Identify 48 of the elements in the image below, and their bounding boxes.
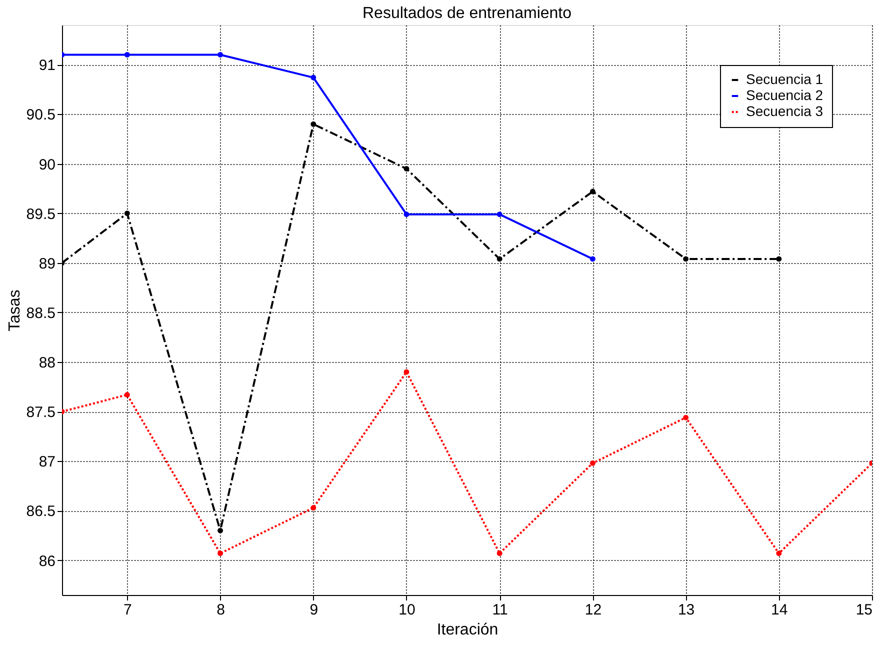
y-tick-label: 87 [38,454,56,471]
point [404,166,410,172]
x-tick-label: 14 [771,602,788,618]
x-tick-label: 11 [492,602,508,618]
y-tick-label: 89 [38,255,56,272]
y-tick-label: 90 [38,156,56,174]
point [590,460,596,466]
x-tick-label: 13 [678,602,695,618]
point [404,369,410,375]
point [124,210,130,216]
point [124,392,130,398]
point [310,121,316,127]
y-tick-label: 88.5 [26,304,56,322]
point [776,256,782,262]
y-tick-label: 91 [38,57,56,74]
point [218,52,224,58]
point [590,188,596,194]
x-tick-label: 9 [310,602,318,618]
point [218,550,224,556]
x-tick-label: 8 [216,602,225,618]
point [496,256,502,262]
point [496,550,502,556]
x-tick-label: 15 [856,602,872,618]
y-tick-label: 86.5 [26,503,56,520]
x-tick-label: 7 [124,602,132,618]
y-tick-label: 89.5 [26,206,56,223]
point [310,74,316,80]
y-tick-label: 88 [38,354,56,372]
point [683,414,689,420]
y-tick-label: 86 [38,552,56,570]
x-tick-label: 10 [398,602,416,618]
point [776,550,782,556]
point [590,256,596,262]
legend-label: Secuencia 3 [746,103,824,119]
y-tick-label: 87.5 [26,404,56,422]
point [310,505,316,510]
x-tick-label: 12 [584,602,602,618]
point [683,256,689,262]
y-tick-label: 90.5 [26,106,56,124]
point [218,528,224,534]
legend-label: Secuencia 2 [746,87,824,103]
point [404,212,410,218]
point [496,212,502,218]
chart-title: Resultados de entrenamiento [362,5,572,22]
legend-label: Secuencia 1 [746,71,824,87]
point [124,52,130,58]
y-axis-title: Tasas [6,290,24,332]
x-axis-title: Iteración [436,622,498,638]
